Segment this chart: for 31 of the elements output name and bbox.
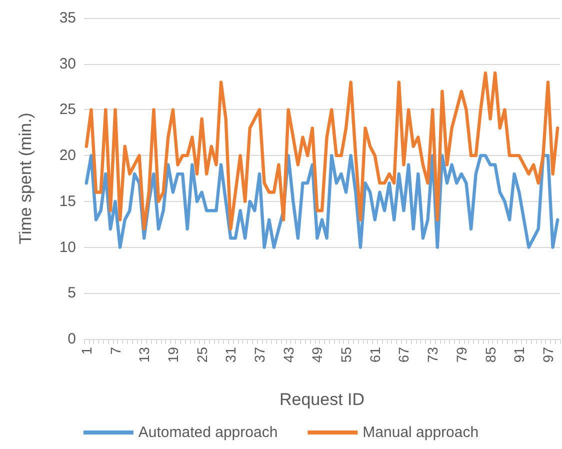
y-tick-label: 35 bbox=[59, 10, 76, 26]
x-tick-label: 7 bbox=[107, 346, 124, 355]
x-tick-label: 49 bbox=[309, 346, 326, 363]
x-tick-label: 67 bbox=[396, 346, 412, 363]
x-axis-title: Request ID bbox=[279, 390, 365, 409]
x-tick-label: 85 bbox=[482, 346, 498, 363]
x-tick-label: 37 bbox=[251, 346, 268, 363]
x-tick-label: 91 bbox=[511, 346, 528, 363]
y-axis-title: Time spent (min.) bbox=[16, 112, 35, 244]
x-tick-label: 55 bbox=[338, 346, 354, 363]
line-series bbox=[84, 71, 560, 231]
y-tick-label: 30 bbox=[59, 55, 76, 72]
x-tick-label: 61 bbox=[366, 346, 383, 363]
x-tick-label: 79 bbox=[453, 346, 470, 363]
x-tick-label: 19 bbox=[164, 346, 181, 363]
y-tick-label: 5 bbox=[68, 284, 76, 302]
legend-label: Automated approach bbox=[138, 424, 278, 441]
y-tick-label: 15 bbox=[59, 192, 76, 210]
y-tick-label: 20 bbox=[59, 147, 76, 164]
x-tick-label: 43 bbox=[280, 346, 296, 363]
y-tick-label: 0 bbox=[68, 330, 76, 348]
x-tick-label: 1 bbox=[78, 346, 94, 355]
x-tick-label: 73 bbox=[424, 346, 441, 363]
x-tick-label: 31 bbox=[222, 346, 239, 363]
y-tick-label: 10 bbox=[59, 238, 76, 256]
x-tick-label: 25 bbox=[194, 346, 210, 363]
x-tick-label: 97 bbox=[540, 346, 556, 363]
x-tick-label: 13 bbox=[136, 346, 152, 363]
line-series bbox=[84, 154, 560, 249]
legend-label: Manual approach bbox=[362, 424, 479, 441]
y-tick-label: 25 bbox=[59, 101, 76, 118]
